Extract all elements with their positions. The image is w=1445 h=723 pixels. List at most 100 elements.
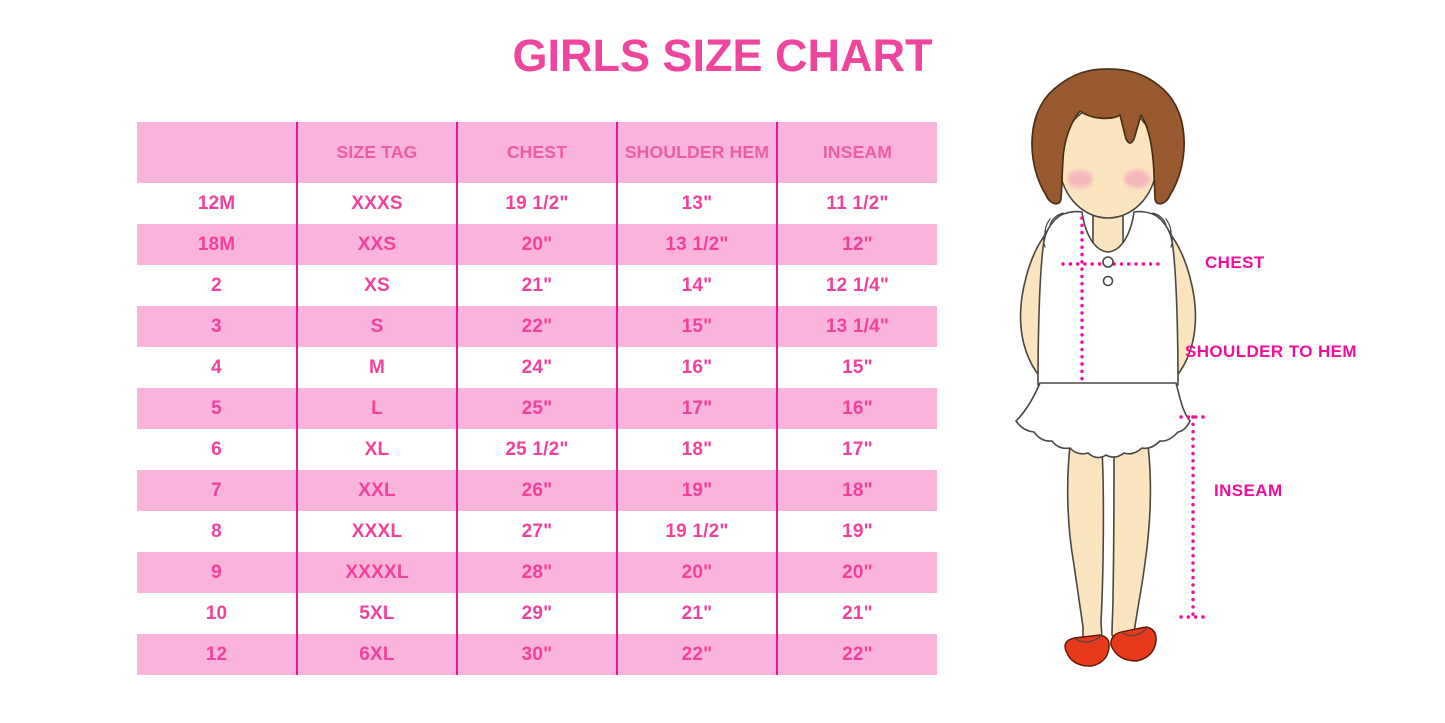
table-cell: 12M bbox=[197, 192, 236, 214]
table-cell: 22" bbox=[776, 634, 937, 675]
table-row: 10 5XL 29" 21" 21" bbox=[137, 593, 937, 634]
table-cell: XXXL bbox=[296, 511, 457, 552]
table-cell: 19" bbox=[776, 511, 937, 552]
table-cell: 5XL bbox=[296, 593, 457, 634]
table-body: 12M XXXS 19 1/2" 13" 11 1/2" 18M XXS 20" 13 1/2"… bbox=[137, 183, 937, 675]
table-cell: 20" bbox=[776, 552, 937, 593]
table-cell: 21" bbox=[776, 593, 937, 634]
table-cell: 18M bbox=[137, 224, 297, 265]
left-shoe-strap bbox=[1073, 635, 1102, 643]
column-header: INSEAM bbox=[776, 122, 937, 183]
left-shoe bbox=[1064, 634, 1110, 667]
table-row: 7 XXL 26" 19" 18" bbox=[137, 470, 937, 511]
table-cell: 29" bbox=[456, 593, 617, 634]
size-table: SIZE TAG CHEST SHOULDER HEM INSEAM 12M XXXS 1… bbox=[137, 122, 937, 675]
skirt bbox=[1015, 382, 1191, 459]
table-cell: 28" bbox=[456, 552, 617, 593]
header-row: SIZE TAG CHEST SHOULDER HEM INSEAM bbox=[137, 122, 937, 183]
shoulder-to-hem-label: SHOULDER TO HEM bbox=[1185, 342, 1357, 361]
table-cell: XS bbox=[296, 265, 457, 306]
table-cell: 7 bbox=[137, 470, 297, 511]
right-shoe bbox=[1110, 626, 1157, 662]
table-row: 3 S 22" 15" 13 1/4" bbox=[137, 306, 937, 347]
table-row: 18M XXS 20" 13 1/2" 12" bbox=[137, 224, 937, 265]
table-cell: 19 1/2" bbox=[616, 511, 777, 552]
right-ruffle bbox=[1152, 212, 1173, 248]
table-cell: 6 bbox=[211, 438, 222, 460]
table-cell: 20" bbox=[456, 224, 617, 265]
table-cell: 11 1/2" bbox=[776, 183, 937, 224]
table-cell: 24" bbox=[456, 347, 617, 388]
hair bbox=[1031, 68, 1185, 205]
table-cell: 15" bbox=[616, 306, 777, 347]
column-header: CHEST bbox=[456, 122, 617, 183]
table-cell: 12 bbox=[137, 634, 297, 675]
table-cell: 19" bbox=[616, 470, 777, 511]
right-blush bbox=[1124, 170, 1150, 188]
table-cell: XXS bbox=[296, 224, 457, 265]
table-cell: 19 1/2" bbox=[456, 183, 617, 224]
girl-illustration bbox=[1015, 68, 1208, 667]
table-cell: 17" bbox=[776, 429, 937, 470]
table-cell: 20" bbox=[616, 552, 777, 593]
right-leg bbox=[1111, 444, 1152, 641]
table-cell: XXXS bbox=[296, 183, 457, 224]
shirt-button-bottom bbox=[1102, 275, 1114, 287]
table-cell: 16" bbox=[616, 347, 777, 388]
table-cell: M bbox=[296, 347, 457, 388]
table-cell: 4 bbox=[211, 356, 222, 378]
table-cell: 25 1/2" bbox=[456, 429, 617, 470]
shirt bbox=[1037, 210, 1179, 386]
table-cell: 14" bbox=[616, 265, 777, 306]
chest-label: CHEST bbox=[1205, 253, 1265, 272]
table-cell: 13 1/4" bbox=[776, 306, 937, 347]
table-cell: XL bbox=[296, 429, 457, 470]
table-cell: 27" bbox=[456, 511, 617, 552]
table-row: 5 L 25" 17" 16" bbox=[137, 388, 937, 429]
table-row: 12 6XL 30" 22" 22" bbox=[137, 634, 937, 675]
table-cell: 17" bbox=[616, 388, 777, 429]
table-cell: 16" bbox=[776, 388, 937, 429]
table-cell: 12" bbox=[776, 224, 937, 265]
column-header: SIZE TAG bbox=[296, 122, 457, 183]
table-cell: 3 bbox=[137, 306, 297, 347]
table-cell: 6XL bbox=[296, 634, 457, 675]
table-cell: L bbox=[296, 388, 457, 429]
table-cell: 13 1/2" bbox=[616, 224, 777, 265]
table-row: 4 M 24" 16" 15" bbox=[137, 347, 937, 388]
table-row: 12M XXXS 19 1/2" 13" 11 1/2" bbox=[137, 183, 937, 224]
shirt-button-top bbox=[1102, 256, 1114, 268]
table-cell: XXL bbox=[296, 470, 457, 511]
table-cell: 22" bbox=[616, 634, 777, 675]
table-cell: 18" bbox=[616, 429, 777, 470]
left-blush bbox=[1067, 170, 1093, 188]
table-cell: 18" bbox=[776, 470, 937, 511]
table-cell: 5 bbox=[137, 388, 297, 429]
table-cell: 30" bbox=[456, 634, 617, 675]
table-cell: 25" bbox=[456, 388, 617, 429]
table-cell: 2 bbox=[211, 274, 222, 296]
table-cell: 8 bbox=[211, 520, 222, 542]
table-row: 2 XS 21" 14" 12 1/4" bbox=[137, 265, 937, 306]
column-header: SHOULDER HEM bbox=[616, 122, 777, 183]
table-cell: 12 1/4" bbox=[776, 265, 937, 306]
table-row: 6 XL 25 1/2" 18" 17" bbox=[137, 429, 937, 470]
table-cell: 15" bbox=[776, 347, 937, 388]
table-cell: 22" bbox=[456, 306, 617, 347]
table-cell: 21" bbox=[616, 593, 777, 634]
table-row: 8 XXXL 27" 19 1/2" 19" bbox=[137, 511, 937, 552]
page-title: GIRLS SIZE CHART bbox=[512, 30, 933, 81]
left-leg bbox=[1066, 444, 1105, 644]
table-cell: 13" bbox=[616, 183, 777, 224]
column-header-empty bbox=[137, 122, 297, 183]
table-cell: 26" bbox=[456, 470, 617, 511]
left-ruffle bbox=[1043, 212, 1064, 248]
table-cell: XXXXL bbox=[296, 552, 457, 593]
size-chart-table-container: SIZE TAG CHEST SHOULDER HEM INSEAM 12M XXXS 1… bbox=[137, 122, 937, 675]
table-row: 9 XXXXL 28" 20" 20" bbox=[137, 552, 937, 593]
table-cell: 9 bbox=[137, 552, 297, 593]
table-cell: S bbox=[296, 306, 457, 347]
inseam-label: INSEAM bbox=[1214, 481, 1283, 500]
right-shoe-strap bbox=[1120, 627, 1148, 637]
